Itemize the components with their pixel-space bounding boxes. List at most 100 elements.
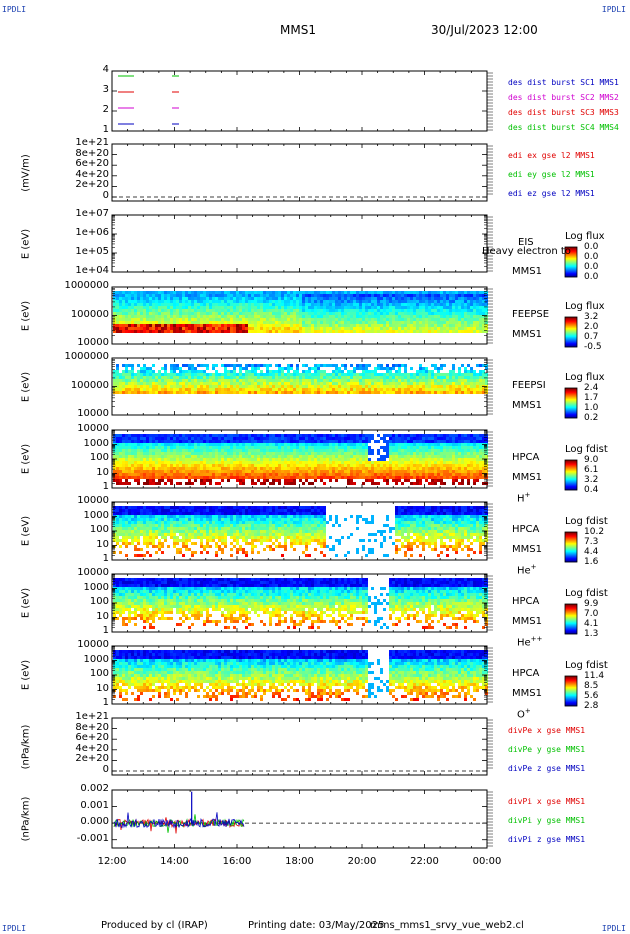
spectrogram-cell (458, 297, 461, 300)
spectrogram-cell (224, 379, 227, 382)
spectrogram-cell (419, 321, 422, 324)
spectrogram-cell (266, 449, 269, 452)
spectrogram-cell (287, 330, 290, 333)
spectrogram-cell (119, 464, 122, 467)
spectrogram-cell (143, 376, 146, 379)
spectrogram-cell (164, 330, 167, 333)
spectrogram-cell (299, 434, 302, 437)
spectrogram-cell (236, 312, 239, 315)
spectrogram-cell (383, 300, 386, 303)
spectrogram-cell (383, 446, 386, 449)
spectrogram-cell (389, 391, 392, 394)
spectrogram-cell (227, 461, 230, 464)
spectrogram-cell (131, 364, 134, 367)
spectrogram-cell (137, 379, 140, 382)
spectrogram-cell (290, 376, 293, 379)
spectrogram-cell (272, 379, 275, 382)
spectrogram-cell (386, 309, 389, 312)
spectrogram-cell (161, 379, 164, 382)
spectrogram-cell (470, 303, 473, 306)
spectrogram-cell (236, 327, 239, 330)
spectrogram-cell (365, 370, 368, 373)
spectrogram-cell (428, 376, 431, 379)
spectrogram-cell (158, 370, 161, 373)
spectrogram-cell (182, 434, 185, 437)
spectrogram-cell (416, 309, 419, 312)
spectrogram-cell (200, 370, 203, 373)
spectrogram-cell (113, 479, 116, 482)
spectrogram-cell (245, 324, 248, 327)
spectrogram-cell (137, 452, 140, 455)
spectrogram-cell (131, 464, 134, 467)
spectrogram-cell (278, 470, 281, 473)
spectrogram-cell (314, 294, 317, 297)
spectrogram-cell (347, 470, 350, 473)
spectrogram-cell (239, 364, 242, 367)
spectrogram-cell (284, 482, 287, 485)
spectrogram-cell (296, 467, 299, 470)
spectrogram-cell (125, 452, 128, 455)
spectrogram-cell (386, 461, 389, 464)
spectrogram-cell (386, 379, 389, 382)
spectrogram-cell (116, 473, 119, 476)
spectrogram-cell (419, 388, 422, 391)
spectrogram-cell (479, 370, 482, 373)
spectrogram-cell (380, 303, 383, 306)
spectrogram-cell (140, 367, 143, 370)
spectrogram-cell (254, 327, 257, 330)
spectrogram-cell (239, 449, 242, 452)
spectrogram-cell (287, 312, 290, 315)
spectrogram-cell (446, 312, 449, 315)
spectrogram-cell (314, 303, 317, 306)
spectrogram-cell (275, 321, 278, 324)
spectrogram-cell (299, 464, 302, 467)
spectrogram-cell (290, 303, 293, 306)
spectrogram-cell (245, 318, 248, 321)
spectrogram-cell (263, 446, 266, 449)
spectrogram-cell (188, 461, 191, 464)
spectrogram-cell (188, 330, 191, 333)
spectrogram-cell (461, 321, 464, 324)
spectrogram-cell (404, 327, 407, 330)
spectrogram-cell (341, 391, 344, 394)
spectrogram-cell (188, 455, 191, 458)
spectrogram-cell (422, 367, 425, 370)
spectrogram-cell (314, 297, 317, 300)
spectrogram-cell (443, 312, 446, 315)
spectrogram-cell (434, 364, 437, 367)
spectrogram-cell (248, 473, 251, 476)
spectrogram-cell (215, 455, 218, 458)
spectrogram-cell (422, 300, 425, 303)
spectrogram-cell (272, 440, 275, 443)
spectrogram-cell (155, 385, 158, 388)
spectrogram-cell (323, 364, 326, 367)
spectrogram-cell (371, 291, 374, 294)
spectrogram-cell (245, 379, 248, 382)
spectrogram-cell (179, 449, 182, 452)
spectrogram-cell (125, 443, 128, 446)
spectrogram-cell (215, 318, 218, 321)
spectrogram-cell (182, 309, 185, 312)
spectrogram-cell (386, 321, 389, 324)
spectrogram-cell (281, 446, 284, 449)
spectrogram-cell (152, 440, 155, 443)
spectrogram-cell (359, 455, 362, 458)
spectrogram-cell (446, 330, 449, 333)
spectrogram-cell (257, 367, 260, 370)
spectrogram-cell (116, 376, 119, 379)
spectrogram-cell (266, 318, 269, 321)
spectrogram-cell (278, 379, 281, 382)
spectrogram-cell (224, 303, 227, 306)
spectrogram-cell (344, 309, 347, 312)
spectrogram-cell (203, 391, 206, 394)
spectrogram-cell (173, 367, 176, 370)
spectrogram-cell (245, 391, 248, 394)
spectrogram-cell (338, 458, 341, 461)
spectrogram-cell (161, 385, 164, 388)
spectrogram-cell (329, 446, 332, 449)
spectrogram-cell (278, 324, 281, 327)
spectrogram-cell (419, 309, 422, 312)
spectrogram-cell (233, 437, 236, 440)
spectrogram-cell (407, 303, 410, 306)
spectrogram-cell (401, 376, 404, 379)
